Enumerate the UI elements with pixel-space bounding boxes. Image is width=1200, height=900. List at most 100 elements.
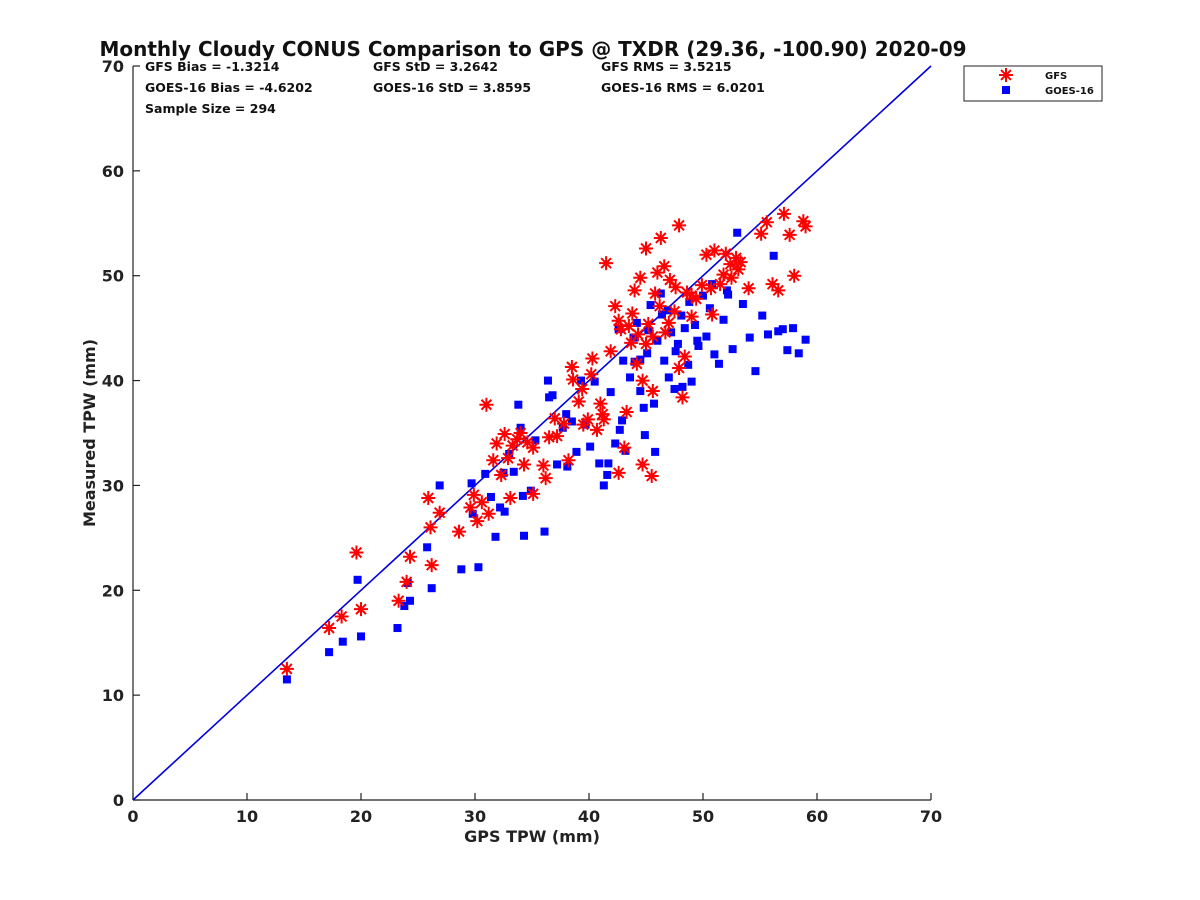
goes-16-point [769,251,778,260]
goes-16-point [572,447,581,456]
y-tick-label: 0 [113,791,124,810]
goes-16-point [719,315,728,324]
gfs-point [617,440,632,455]
gfs-point [713,277,728,292]
gfs-point [631,327,646,342]
gfs-point [497,427,512,442]
goes-16-point [629,333,638,342]
goes-16-point [353,575,362,584]
gfs-point [741,281,756,296]
gfs-point [619,405,634,420]
goes-16-point [540,527,549,536]
gfs-point [603,344,618,359]
goes-16-point [671,347,680,356]
gfs-point [517,457,532,472]
goes-16-point [563,462,572,471]
goes-16-point [632,318,641,327]
gfs-point [611,313,626,328]
gfs-point [526,440,541,455]
gfs-point [584,367,599,382]
goes-16-point [722,286,731,295]
gfs-point [613,322,628,337]
gfs-point [611,465,626,480]
gfs-point [668,280,683,295]
gfs-point [580,412,595,427]
goes-16-point [694,341,703,350]
gfs-point [705,307,720,322]
gfs-point [538,471,553,486]
gfs-point [629,356,644,371]
gfs-point [486,453,501,468]
goes-16-point [728,345,737,354]
gfs-point [771,283,786,298]
goes-16-point [567,417,576,426]
gfs-point [354,602,368,617]
goes-16-point [649,399,658,408]
gfs-point [595,407,610,422]
goes-16-point [789,324,798,333]
goes-16-point [611,439,620,448]
data-marks [279,206,813,684]
x-tick-label: 0 [127,807,138,826]
goes-16-point [606,388,615,397]
gfs-point [782,227,797,242]
gfs-point [716,267,731,282]
gfs-point [474,495,489,510]
goes-16-point [673,339,682,348]
gfs-point [675,390,690,405]
goes-16-point [660,356,669,365]
gfs-point [403,549,418,564]
gfs-point [684,309,699,324]
gfs-point [399,574,414,589]
gfs-point [550,429,565,444]
gfs-point [635,457,650,472]
statistics-panel: GFS Bias = -1.3214 GOES-16 Bias = -4.620… [145,59,765,116]
gfs-point [648,286,663,301]
one-to-one-line [132,65,932,801]
goes-16-point [514,400,523,409]
gfs-point [593,396,608,411]
gfs-point [718,246,733,261]
goes-16-point [639,403,648,412]
goes-16-point [663,306,672,315]
gfs-point [625,306,640,321]
goes-16-point [708,280,717,289]
goes-16-point [621,446,630,455]
goes-16-point [599,481,608,490]
gfs-point [547,411,562,426]
legend-gfs-asterisk-icon [999,68,1013,82]
reference-line [132,65,932,801]
gfs-point [672,218,687,233]
gfs-point [608,299,623,314]
goes-16-point [758,311,767,320]
sample-size-text: Sample Size = 294 [145,101,276,116]
goes-16-point [393,624,402,633]
gfs-point [432,505,447,520]
gfs-point [724,270,739,285]
gfs-point [513,426,528,440]
goes-16-point [467,479,476,488]
goes-16-point [763,330,772,339]
gfs-point [633,270,648,285]
y-tick-label: 50 [102,267,124,286]
goes-16-point [531,436,540,445]
goes-16-point [603,470,612,479]
gfs-point [279,661,294,676]
goes-16-point [685,297,694,306]
goes-16-point [325,648,334,657]
goes-16-point [562,410,571,419]
goes-16-point [714,359,723,368]
goes-16-point [699,291,707,300]
chart-title: Monthly Cloudy CONUS Comparison to GPS @… [99,37,966,61]
gfs-point [661,315,676,330]
gfs-point [391,593,406,608]
goes-16-point [509,467,518,476]
gfs-point [658,325,673,340]
gfs-point [624,335,639,350]
gfs-point [635,373,650,388]
goes-16-point [577,376,586,385]
goes-16-point [751,367,760,376]
y-tick-label: 60 [102,162,124,181]
gfs-point [424,558,439,573]
goes-16-point [693,336,702,345]
